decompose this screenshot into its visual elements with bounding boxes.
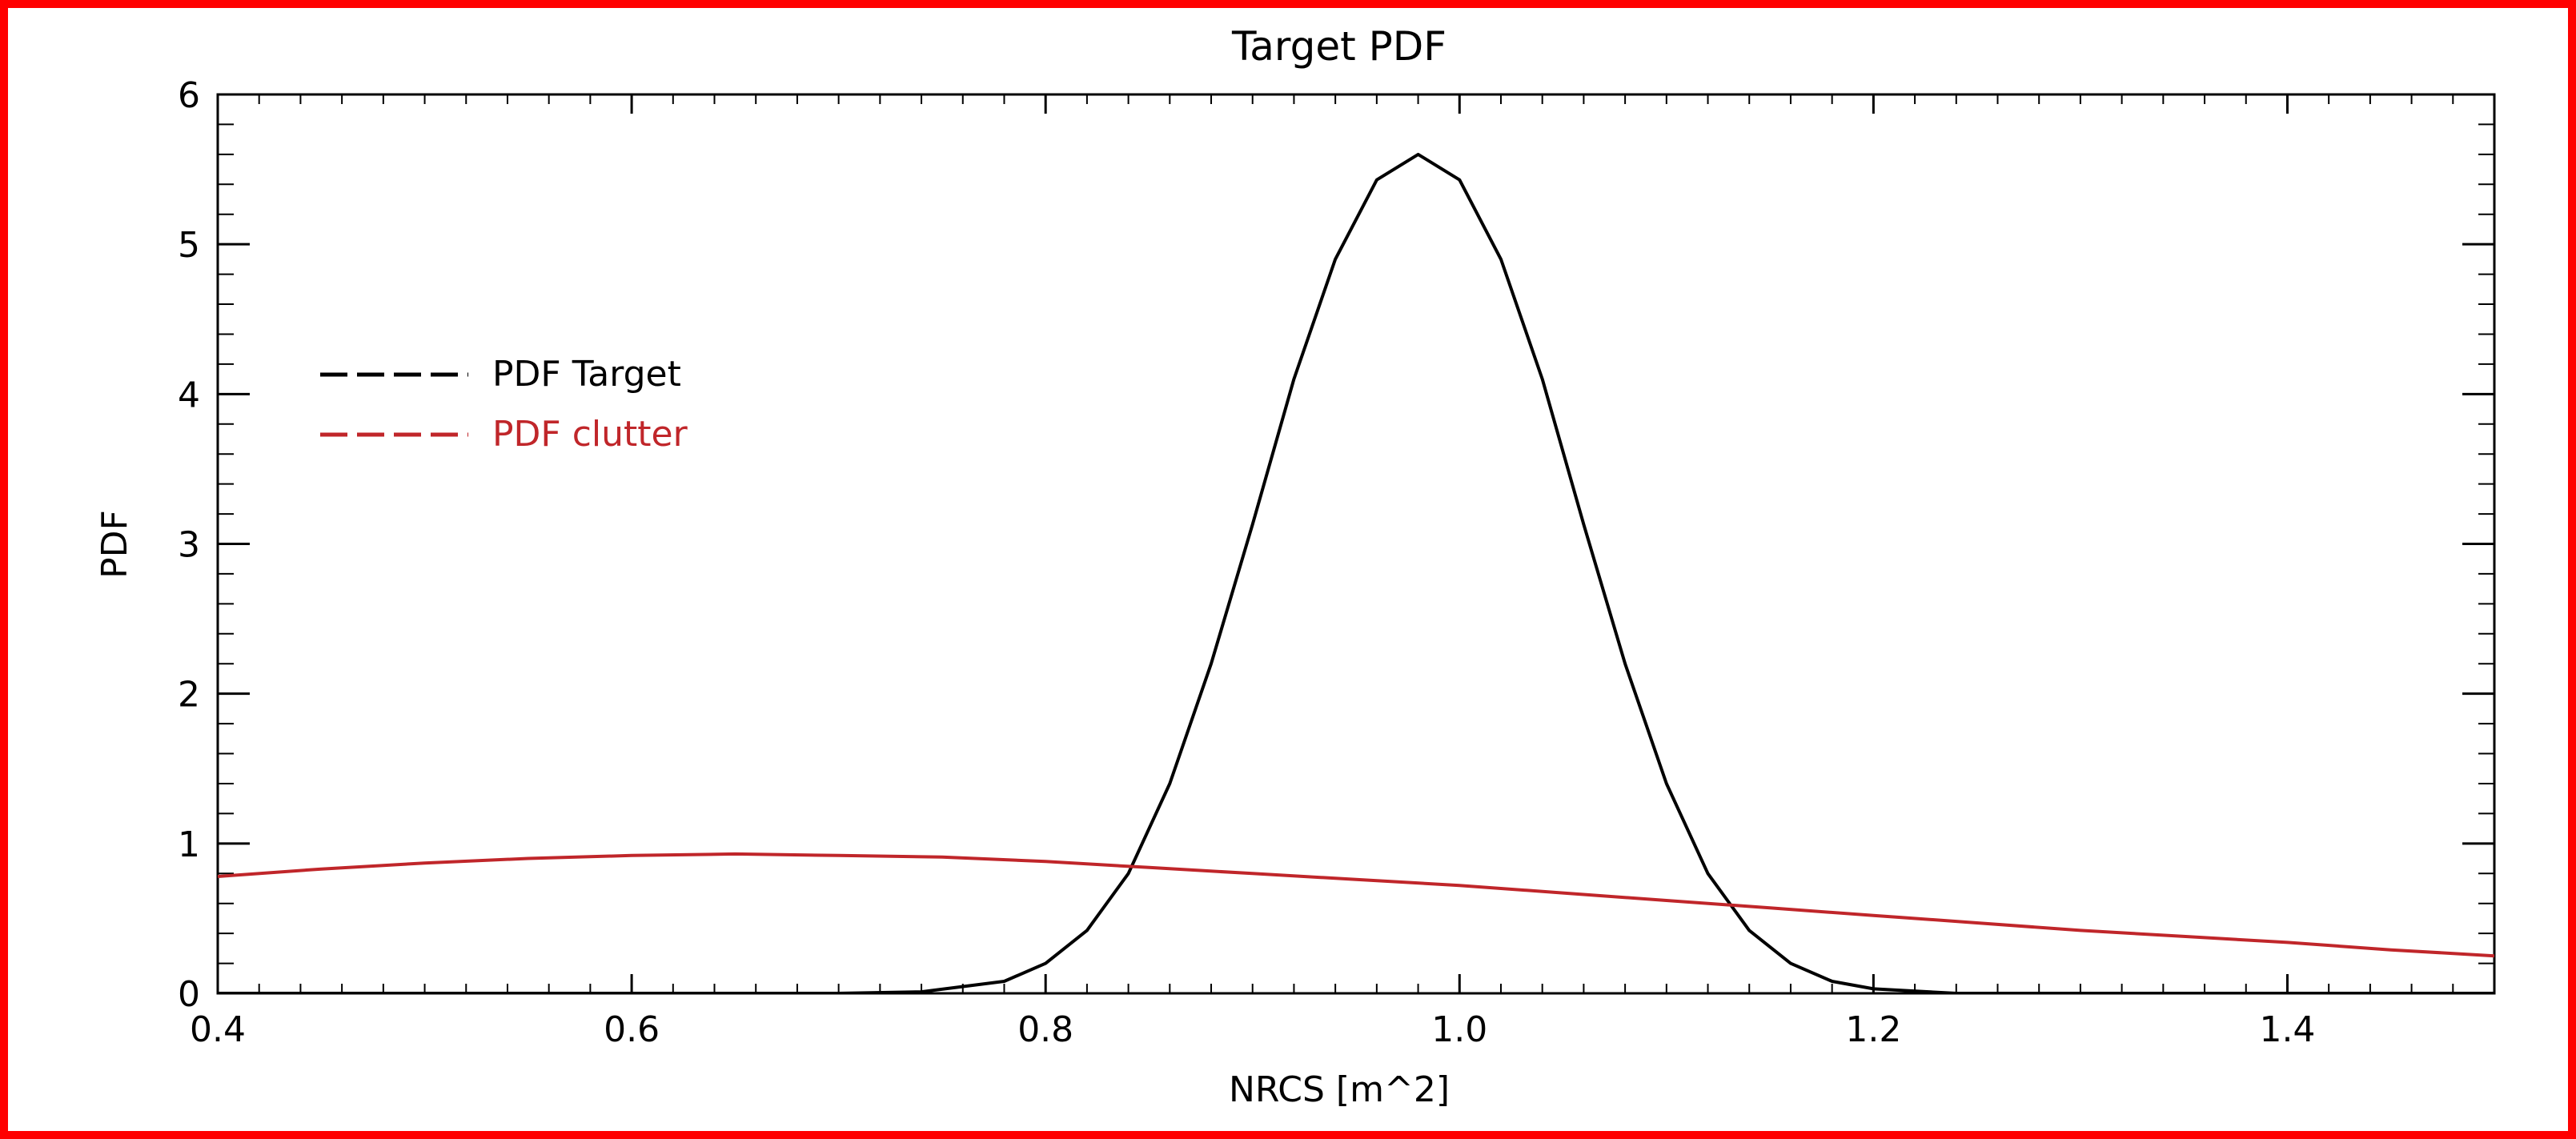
x-tick-label: 1.2: [1845, 1009, 1901, 1050]
x-tick-label: 0.8: [1017, 1009, 1073, 1050]
x-tick-label: 1.0: [1431, 1009, 1487, 1050]
series-line-clutter: [218, 852, 2494, 958]
x-axis-label: NRCS [m^2]: [1229, 1069, 1450, 1110]
y-tick-label: 5: [178, 225, 200, 266]
x-tick-label: 1.4: [2259, 1009, 2315, 1050]
legend-label-clutter: PDF clutter: [492, 414, 688, 455]
y-axis-label: PDF: [94, 510, 135, 579]
chart-title: Target PDF: [1231, 23, 1446, 70]
legend-label-target: PDF Target: [492, 354, 681, 395]
plot-area: [216, 93, 2496, 995]
y-tick-label: 1: [178, 824, 200, 865]
x-tick-labels: 0.4 0.6 0.8 1.0 1.2 1.4: [190, 1009, 2315, 1050]
y-tick-label: 6: [178, 75, 200, 116]
x-tick-label: 0.6: [604, 1009, 660, 1050]
series-line-target: [218, 152, 2494, 993]
x-tick-label: 0.4: [190, 1009, 246, 1050]
y-tick-label: 4: [178, 375, 200, 415]
y-tick-label: 3: [178, 525, 200, 566]
legend: PDF Target PDF clutter: [320, 354, 688, 455]
y-tick-label: 2: [178, 675, 200, 716]
y-tick-labels: 0 1 2 3 4 5 6: [178, 75, 200, 1015]
y-tick-label: 0: [178, 974, 200, 1015]
